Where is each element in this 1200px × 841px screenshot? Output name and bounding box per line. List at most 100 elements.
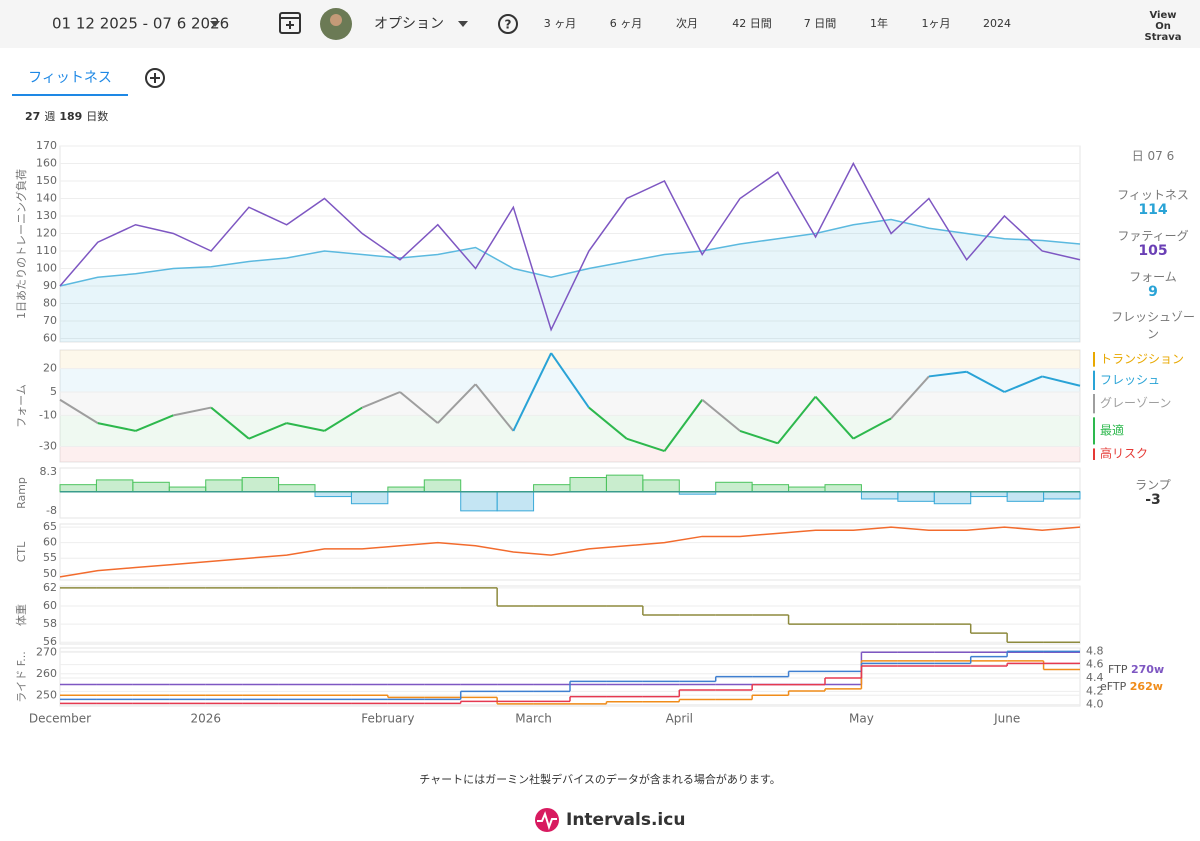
y-tick-label: 5: [50, 385, 57, 398]
form-segment: [626, 437, 665, 453]
plot-frame: [59, 585, 1081, 645]
period[interactable]: 42 日間: [732, 17, 772, 30]
plot-frame: [59, 145, 1081, 343]
form-segment: [173, 406, 212, 417]
bar: [1043, 491, 1081, 500]
y-tick-label: 80: [43, 297, 57, 310]
weeks: 27: [25, 110, 40, 123]
add-activity-icon[interactable]: [279, 12, 301, 34]
options[interactable]: オプション: [374, 16, 444, 32]
y-tick-label: 4.6: [1086, 658, 1104, 671]
y-tick-label: 70: [43, 314, 57, 327]
form-segment: [1041, 375, 1081, 387]
x-tick-label: May: [849, 712, 874, 726]
period[interactable]: 1ヶ月: [922, 17, 951, 30]
bar: [897, 491, 935, 502]
zone-swatch: [1093, 352, 1095, 367]
y-tick-label: -10: [39, 408, 57, 421]
bar: [460, 491, 498, 512]
y-tick-label: 4.8: [1086, 644, 1104, 657]
x-tick-label: December: [29, 712, 91, 726]
form-segment: [512, 352, 553, 432]
form-segment: [59, 398, 99, 424]
date-range[interactable]: 01 12 2025 - 07 6 2026: [52, 15, 229, 33]
form-segment: [248, 422, 288, 440]
form-segment: [663, 399, 704, 452]
period[interactable]: 7 日間: [804, 17, 837, 30]
weeks-unit: 週: [44, 110, 55, 123]
y-tick-label: 4.2: [1086, 684, 1104, 697]
zone-swatch: [1093, 417, 1095, 445]
zone-swatch: [1093, 370, 1095, 390]
bar: [423, 479, 462, 493]
help-icon[interactable]: ?: [498, 14, 518, 34]
form-segment: [210, 406, 250, 440]
zone-label: グレーゾーン: [1100, 396, 1171, 410]
eftp-legend: eFTP 262w: [1100, 680, 1163, 693]
days: 189: [59, 110, 82, 123]
y-tick-label: -30: [39, 439, 57, 452]
period[interactable]: 3 ヶ月: [544, 17, 577, 30]
y-tick-label: 160: [36, 157, 57, 170]
summary: 27 週 189 日数: [25, 110, 108, 123]
add-tab[interactable]: [145, 68, 165, 88]
form-segment: [852, 417, 892, 440]
bar: [860, 491, 899, 500]
zone-band: [60, 415, 1080, 447]
y-tick-label: 8.3: [40, 465, 58, 478]
logo: [535, 808, 559, 832]
y-tick-label: 4.0: [1086, 698, 1104, 711]
bar: [824, 484, 862, 493]
y-tick-label: 130: [36, 209, 57, 222]
period[interactable]: 6 ヶ月: [610, 17, 643, 30]
bar: [350, 491, 389, 505]
x-tick-label: February: [361, 712, 414, 726]
form-value: 9: [1148, 284, 1158, 300]
form-segment: [814, 395, 855, 440]
bar: [533, 484, 571, 493]
y-tick-label: 62: [43, 581, 57, 594]
y-tick-label: 150: [36, 174, 57, 187]
y-tick-label: 20: [43, 362, 57, 375]
toolbar: [0, 0, 1200, 48]
hover-date: 日 07 6: [1131, 149, 1175, 163]
dropdown[interactable]: [210, 21, 220, 27]
form-segment: [1004, 375, 1043, 393]
line: [59, 218, 1081, 287]
fatigue-label: ファティーグ: [1117, 229, 1189, 243]
form-segment: [550, 352, 590, 409]
period[interactable]: 次月: [676, 16, 698, 30]
form-segment: [928, 370, 967, 378]
period[interactable]: 2024: [983, 17, 1011, 30]
bar: [715, 481, 753, 493]
y-axis-title: Ramp: [15, 477, 28, 509]
bar: [59, 484, 97, 493]
y-axis-title: ライド F...: [15, 651, 28, 703]
y-axis-title: フォーム: [15, 384, 28, 428]
x-tick-label: April: [666, 712, 693, 726]
y-axis-title: 1日あたりのトレーニング負荷: [14, 169, 28, 319]
y-tick-label: 60: [43, 332, 57, 345]
bar: [1006, 491, 1045, 502]
zone-swatch: [1093, 394, 1095, 414]
y-tick-label: 100: [36, 262, 57, 275]
form-segment: [966, 370, 1005, 393]
bar: [132, 481, 170, 493]
bar: [278, 484, 316, 493]
ramp-value: -3: [1145, 492, 1161, 508]
form-segment: [474, 383, 515, 432]
area: [60, 219, 1080, 342]
dropdown[interactable]: [458, 21, 468, 27]
x-tick-label: March: [515, 712, 552, 726]
ftp-current: 270w: [1131, 663, 1165, 676]
period[interactable]: 1年: [870, 16, 888, 30]
view-on-strava[interactable]: View On Strava: [1144, 10, 1182, 43]
tab[interactable]: フィットネス: [28, 70, 112, 86]
line: [59, 526, 1081, 578]
form-segment: [437, 383, 477, 424]
form-segment: [399, 391, 439, 424]
y-tick-label: 55: [43, 551, 57, 564]
ftp-name: FTP: [1108, 663, 1128, 676]
